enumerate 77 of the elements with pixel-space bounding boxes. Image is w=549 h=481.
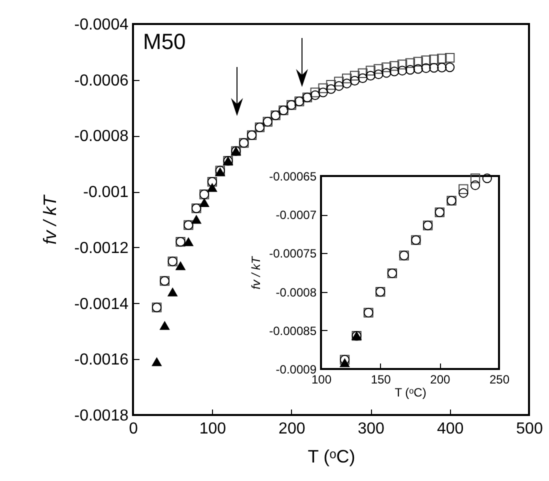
point: [458, 184, 468, 194]
point: [413, 64, 423, 74]
x-tick-label: 300: [358, 420, 385, 438]
x-tick-label: 200: [278, 420, 306, 438]
point: [160, 321, 170, 330]
x-tick-label: 500: [516, 420, 543, 438]
x-axis-title: T (ᵒC): [394, 386, 426, 400]
point: [152, 358, 162, 366]
point: [326, 84, 336, 94]
point: [458, 188, 468, 198]
point: [374, 64, 384, 74]
point: [350, 70, 360, 80]
point: [334, 76, 344, 86]
point: [413, 56, 423, 67]
x-axis-title: T (ᵒC): [308, 446, 356, 466]
point: [374, 69, 384, 80]
point: [397, 60, 408, 70]
y-tick-label: -0.0004: [74, 16, 129, 34]
y-tick-label: -0.00085: [269, 324, 317, 338]
annotation: M50: [143, 29, 186, 54]
point: [192, 215, 202, 224]
y-tick-label: -0.0018: [74, 408, 129, 424]
y-tick-label: -0.0008: [74, 128, 129, 146]
point: [482, 173, 492, 184]
point: [168, 288, 178, 296]
point: [444, 62, 455, 72]
point: [184, 238, 194, 246]
point: [350, 76, 360, 86]
point: [318, 88, 328, 98]
point: [437, 54, 447, 64]
point: [405, 64, 416, 75]
point: [366, 66, 376, 76]
x-tick-label: 400: [436, 420, 464, 438]
x-tick-label: 0: [129, 420, 138, 438]
point: [342, 78, 352, 88]
point: [340, 358, 350, 368]
y-tick-label: -0.0008: [276, 285, 317, 300]
point: [366, 70, 376, 80]
y-tick-label: -0.0014: [74, 296, 129, 313]
point: [405, 58, 416, 68]
y-tick-label: -0.00075: [269, 246, 317, 261]
y-tick-label: -0.0006: [74, 72, 129, 90]
y-axis-title: fv / kT: [249, 255, 264, 290]
point: [310, 88, 320, 98]
point: [421, 63, 431, 73]
point: [382, 62, 392, 72]
point: [390, 66, 400, 76]
y-tick-label: -0.0007: [276, 208, 317, 222]
point: [429, 54, 439, 64]
x-tick-label: 150: [370, 372, 392, 386]
point: [382, 68, 392, 78]
point: [470, 173, 480, 184]
point: [310, 90, 320, 100]
point: [397, 66, 408, 76]
point: [207, 183, 218, 192]
point: [358, 73, 368, 84]
y-tick-label: -0.00065: [269, 170, 317, 184]
point: [358, 68, 368, 78]
point: [444, 52, 455, 63]
y-tick-label: -0.001: [83, 184, 129, 202]
point: [326, 80, 336, 90]
point: [334, 81, 344, 91]
x-tick-label: 100: [199, 420, 226, 438]
point: [437, 62, 447, 72]
x-tick-label: 250: [489, 372, 510, 386]
point: [390, 61, 400, 71]
point: [342, 74, 352, 84]
x-tick-label: 200: [430, 372, 450, 386]
point: [429, 63, 439, 73]
point: [470, 180, 480, 190]
y-axis-title: fv / kT: [40, 193, 60, 244]
point: [318, 83, 328, 94]
point: [199, 198, 210, 207]
y-tick-label: -0.0016: [74, 352, 129, 369]
point: [176, 262, 186, 270]
point: [421, 55, 431, 66]
y-tick-label: -0.0012: [74, 240, 129, 257]
